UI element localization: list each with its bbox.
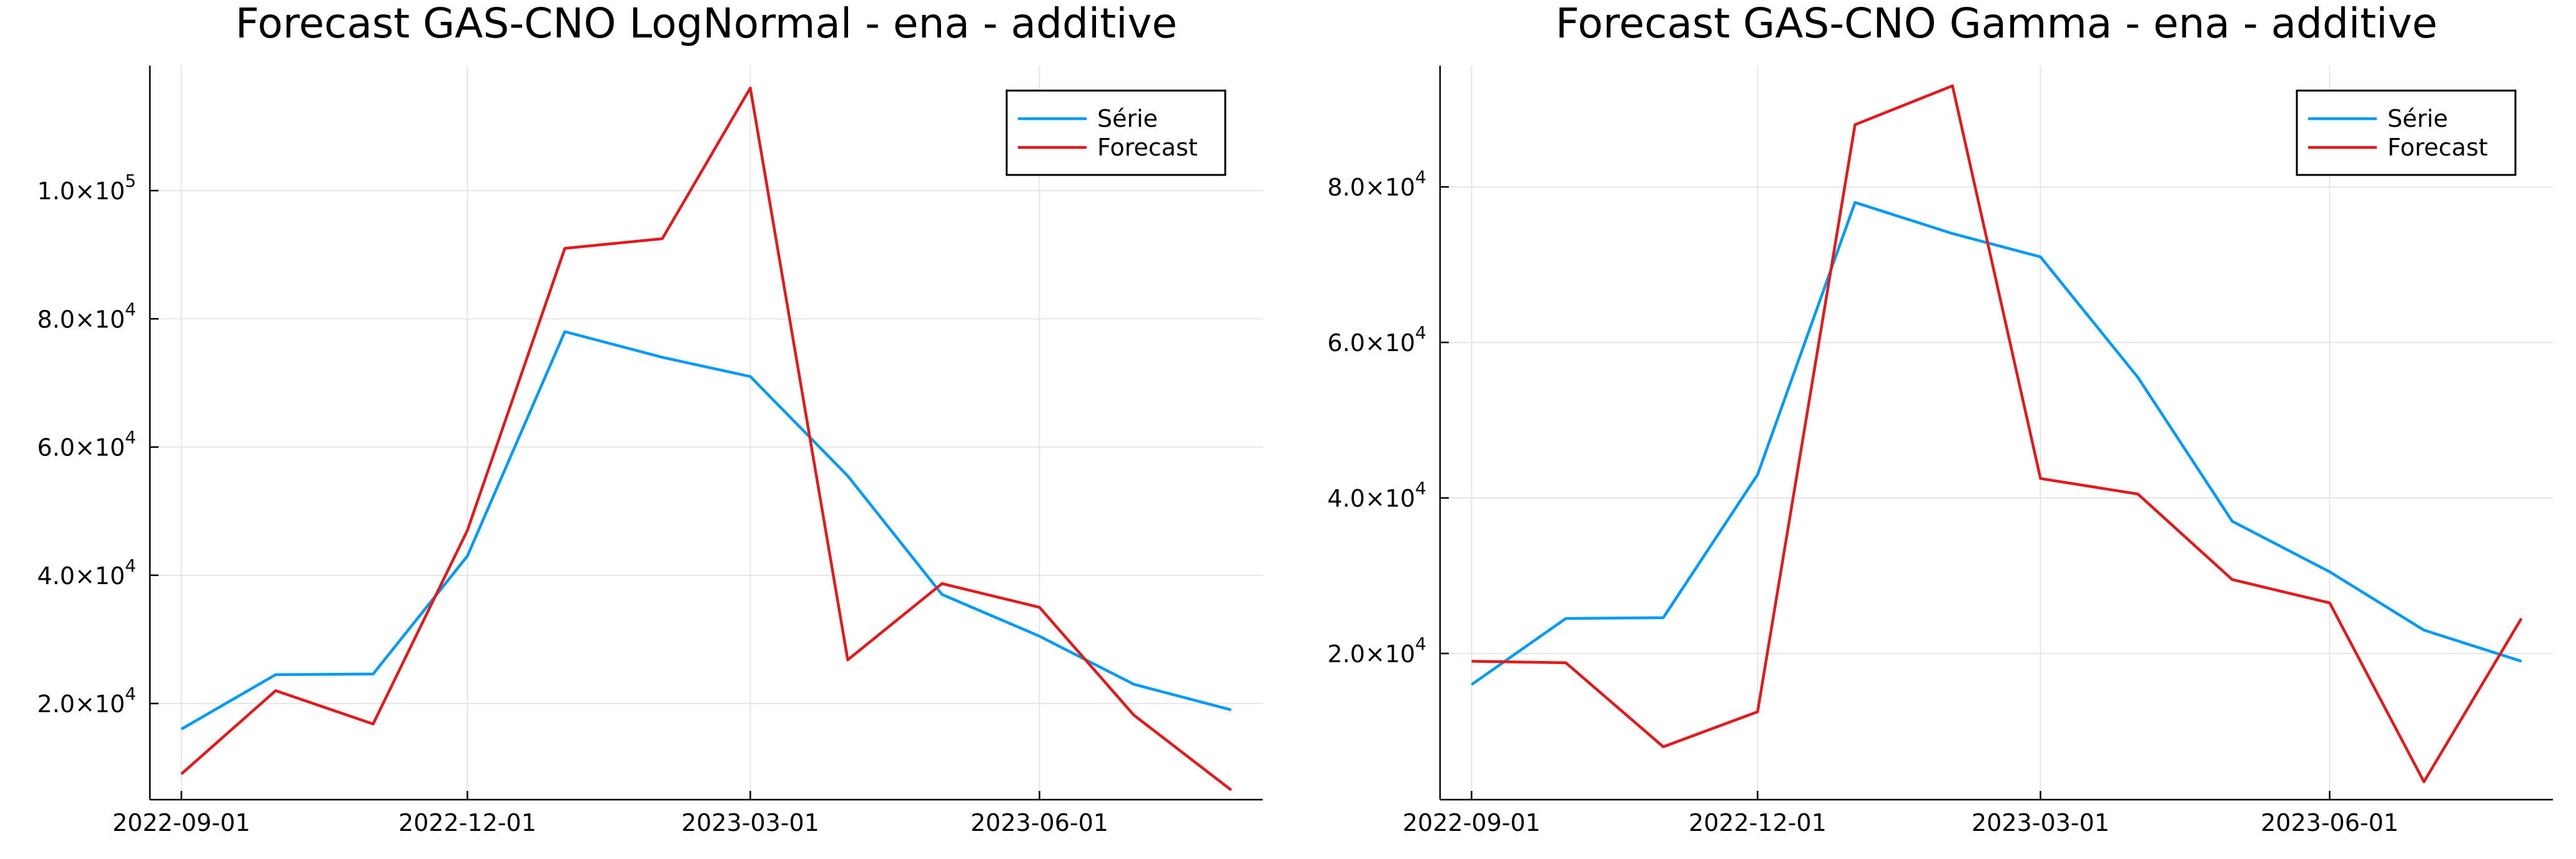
y-tick-label: 1.0×105 [37,171,136,205]
x-tick-label: 2022-12-01 [1689,809,1827,837]
legend-box [1005,89,1226,176]
x-tick-label: 2023-06-01 [2261,809,2399,837]
chart-panel-0: Forecast GAS-CNO LogNormal - ena - addit… [37,0,1263,837]
legend-box [2296,89,2517,176]
chart-title: Forecast GAS-CNO LogNormal - ena - addit… [235,0,1177,47]
series-line-forecast [180,86,1232,792]
y-tick-label: 2.0×104 [37,683,136,718]
x-tick-label: 2022-09-01 [1403,809,1541,837]
x-tick-label: 2023-03-01 [681,809,819,837]
y-tick-label: 4.0×104 [37,555,136,590]
legend-label: Série [2387,105,2448,132]
series-line-serie [1471,201,2522,686]
series-line-forecast [1471,84,2523,783]
chart-panel-1: Forecast GAS-CNO Gamma - ena - additive 2… [1328,0,2553,837]
legend-label: Forecast [1097,134,1198,161]
chart-title: Forecast GAS-CNO Gamma - ena - additive [1556,0,2437,47]
x-tick-label: 2023-03-01 [1971,809,2110,837]
legend-label: Forecast [2387,134,2488,161]
x-tick-label: 2022-09-01 [112,809,250,837]
legend-label: Série [1097,105,1158,132]
series-line-serie [180,330,1232,731]
y-tick-label: 6.0×104 [1328,322,1426,357]
y-tick-label: 4.0×104 [1328,478,1426,512]
y-tick-label: 6.0×104 [37,427,136,462]
y-tick-label: 8.0×104 [1328,167,1426,201]
x-tick-label: 2022-12-01 [398,809,536,837]
x-tick-label: 2023-06-01 [970,809,1108,837]
y-tick-label: 8.0×104 [37,299,136,333]
y-tick-label: 2.0×104 [1328,633,1426,668]
